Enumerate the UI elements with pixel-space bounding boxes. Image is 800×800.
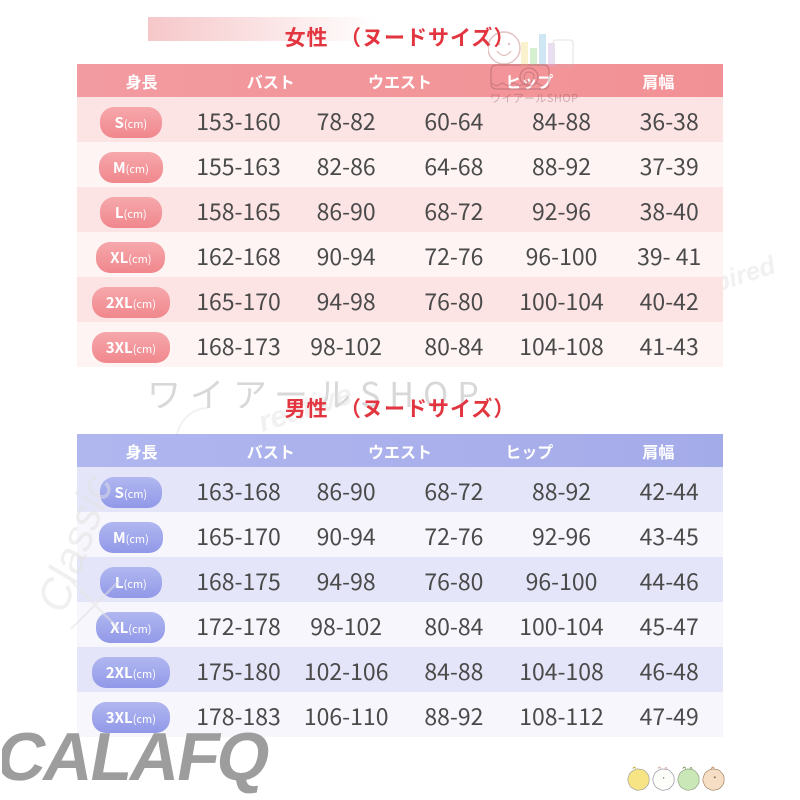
svg-text:CALAFQ: CALAFQ: [2, 730, 275, 795]
